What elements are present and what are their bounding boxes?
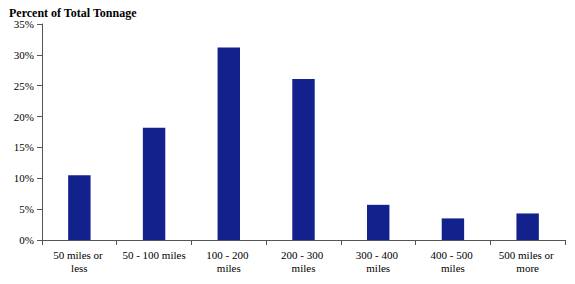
svg-text:50 miles or: 50 miles or [53,249,105,261]
svg-text:more: more [516,262,539,274]
svg-text:Percent of Total Tonnage: Percent of Total Tonnage [9,6,137,20]
svg-text:100 - 200: 100 - 200 [206,249,251,261]
svg-text:400 - 500: 400 - 500 [430,249,475,261]
svg-text:0%: 0% [19,234,34,246]
svg-text:20%: 20% [14,111,34,123]
svg-text:less: less [71,262,88,274]
svg-text:300 - 400: 300 - 400 [356,249,401,261]
svg-text:30%: 30% [14,49,34,61]
svg-text:5%: 5% [19,203,34,215]
svg-text:15%: 15% [14,141,34,153]
svg-text:miles: miles [441,262,465,274]
svg-text:50 - 100 miles: 50 - 100 miles [122,249,185,261]
svg-text:miles: miles [292,262,316,274]
svg-text:35%: 35% [13,18,34,30]
svg-text:25%: 25% [14,80,34,92]
svg-text:10%: 10% [14,172,34,184]
svg-text:miles: miles [366,262,390,274]
svg-text:200 - 300: 200 - 300 [281,249,326,261]
svg-text:500 miles or: 500 miles or [499,249,557,261]
svg-text:miles: miles [217,262,241,274]
